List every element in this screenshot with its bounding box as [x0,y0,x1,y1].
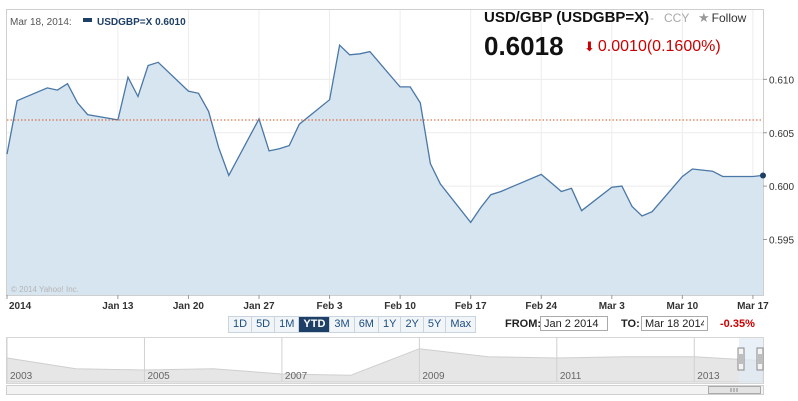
x-tick-label: 2014 [9,301,32,312]
navigator-right-handle[interactable] [756,347,764,371]
range-button-1m[interactable]: 1M [275,317,300,332]
follow-label: Follow [711,11,747,25]
navigator-years: 2003 2005 2007 2009 2011 2013 [6,338,720,382]
navigator-year-label: 2013 [697,371,720,382]
x-tick-label: Jan 13 [102,301,134,312]
quote-separator: - [650,11,654,25]
quote-header: USD/GBP (USDGBP=X) - CCY ★ Follow 0.6018 … [484,9,794,69]
x-tick-label: Feb 10 [384,301,416,312]
quote-change-value: 0.0010(0.1600%) [597,38,721,55]
legend-date: Mar 18, 2014: [10,17,72,28]
range-button-1d[interactable]: 1D [229,317,253,332]
period-change: -0.35% [720,318,755,330]
x-tick-label: Jan 27 [243,301,275,312]
y-tick-label: 0.595 [769,235,794,246]
range-button-1y[interactable]: 1Y [378,317,402,332]
range-button-6m[interactable]: 6M [354,317,379,332]
x-tick-label: Feb 3 [316,301,343,312]
range-button-5y[interactable]: 5Y [423,317,447,332]
navigator-year-label: 2007 [285,371,308,382]
x-axis: 2014 Jan 13 Jan 20 Jan 27 Feb 3 Feb 10 Feb 17 F… [6,295,769,312]
to-label: TO: [621,318,640,330]
x-tick-label: Mar 3 [599,301,626,312]
y-tick-label: 0.600 [769,182,794,193]
x-tick-label: Mar 10 [667,301,699,312]
navigator-left-handle[interactable] [737,347,745,371]
price-series [6,43,766,296]
range-button-3m[interactable]: 3M [330,317,355,332]
range-button-5d[interactable]: 5D [252,317,276,332]
x-tick-label: Feb 17 [455,301,487,312]
star-icon: ★ [698,10,710,25]
price-area [7,45,763,296]
from-date-input[interactable] [540,316,608,331]
scrollbar-grip-icon [730,388,738,392]
range-selector: 1D 5D 1M YTD 3M 6M 1Y 2Y 5Y Max [228,316,477,333]
range-button-2y[interactable]: 2Y [401,317,424,332]
copyright: © 2014 Yahoo! Inc. [11,285,79,294]
navigator-scrollbar[interactable] [6,385,764,395]
last-point-marker [760,172,766,179]
quote-name: USD/GBP (USDGBP=X) [484,9,650,26]
follow-button[interactable]: ★ Follow [698,10,746,26]
range-button-ytd[interactable]: YTD [299,317,331,332]
navigator-year-label: 2003 [10,371,33,382]
y-axis: 0.610 0.605 0.600 0.595 [763,75,794,246]
legend-swatch [83,18,92,22]
y-tick-label: 0.610 [769,75,794,86]
to-date-input[interactable] [641,316,708,331]
x-tick-label: Mar 17 [737,301,769,312]
legend-series: USDGBP=X 0.6010 [97,17,186,28]
range-button-max[interactable]: Max [446,317,476,332]
quote-change: ⬇ 0.0010(0.1600%) [584,38,721,56]
navigator-year-label: 2009 [422,371,445,382]
navigator-year-label: 2011 [560,371,582,382]
price-line [6,43,764,224]
quote-type: CCY [664,11,690,25]
quote-price: 0.6018 [484,31,564,61]
down-arrow-icon: ⬇ [584,39,595,54]
navigator-year-label: 2005 [147,371,170,382]
y-tick-label: 0.605 [769,129,794,140]
x-tick-label: Feb 24 [525,301,557,312]
x-tick-label: Jan 20 [173,301,205,312]
from-label: FROM: [505,318,542,330]
